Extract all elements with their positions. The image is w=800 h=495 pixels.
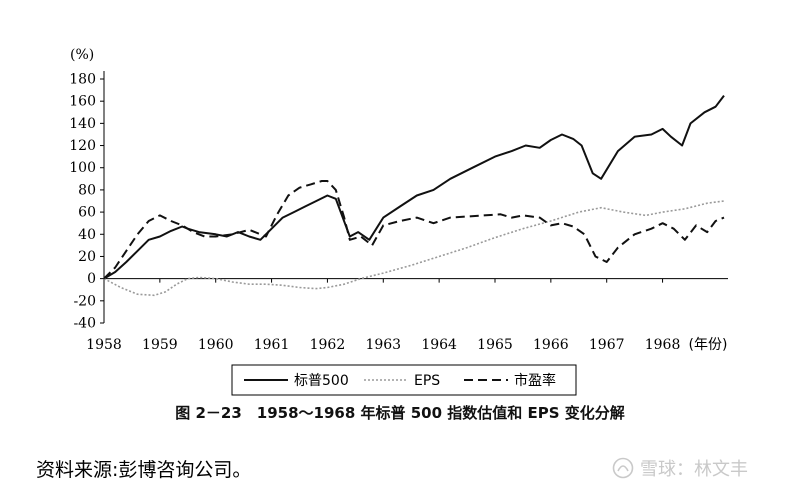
legend-label-1: 标普500 — [294, 373, 349, 389]
chart-title: 图 2－23 1958～1968 年标普 500 指数估值和 EPS 变化分解 — [175, 404, 625, 422]
watermark: 雪球：林文丰 — [612, 455, 748, 481]
x-tick-label: 1964 — [421, 337, 457, 353]
y-tick-label: 160 — [69, 94, 96, 110]
legend-label-2: EPS — [414, 373, 440, 389]
y-tick-label: -40 — [73, 316, 96, 332]
x-tick-label: 1965 — [477, 337, 513, 353]
y-tick-label: 100 — [69, 160, 96, 176]
series-line-3 — [103, 180, 725, 280]
y-tick-label: 0 — [87, 271, 96, 287]
x-tick-label: 1961 — [254, 337, 290, 353]
legend-label-3: 市盈率 — [514, 372, 556, 389]
y-tick-label: 140 — [69, 116, 96, 132]
x-tick-label: 1968 — [645, 337, 681, 353]
y-tick-label: 40 — [78, 227, 96, 243]
x-tick-label: 1963 — [365, 337, 401, 353]
chart-canvas: -40 -20 0 20 40 60 80 100 120 140 160 180 (%) 1958 195… — [69, 47, 728, 396]
series-line-1 — [103, 94, 725, 280]
y-tick-label: 180 — [69, 72, 96, 88]
y-tick-label: 80 — [78, 182, 96, 198]
x-tick-label: 1960 — [198, 337, 234, 353]
x-tick-label: 1958 — [86, 337, 122, 353]
x-tick-label: 1967 — [589, 337, 625, 353]
y-tick-label: 20 — [78, 249, 96, 265]
x-tick-label: 1962 — [310, 337, 346, 353]
x-tick-label: 1966 — [533, 337, 569, 353]
series-line-2 — [103, 200, 725, 297]
x-axis-unit-label: (年份) — [689, 337, 728, 353]
y-unit-label: (%) — [70, 47, 94, 63]
source-note: 资料来源:彭博咨询公司。 — [36, 459, 252, 481]
y-tick-label: -20 — [73, 293, 96, 309]
x-tick-label: 1959 — [142, 337, 178, 353]
y-tick-label: 60 — [78, 205, 96, 221]
y-tick-label: 120 — [69, 138, 96, 154]
watermark-text: 雪球：林文丰 — [640, 459, 748, 480]
snowball-logo-icon — [612, 457, 634, 479]
